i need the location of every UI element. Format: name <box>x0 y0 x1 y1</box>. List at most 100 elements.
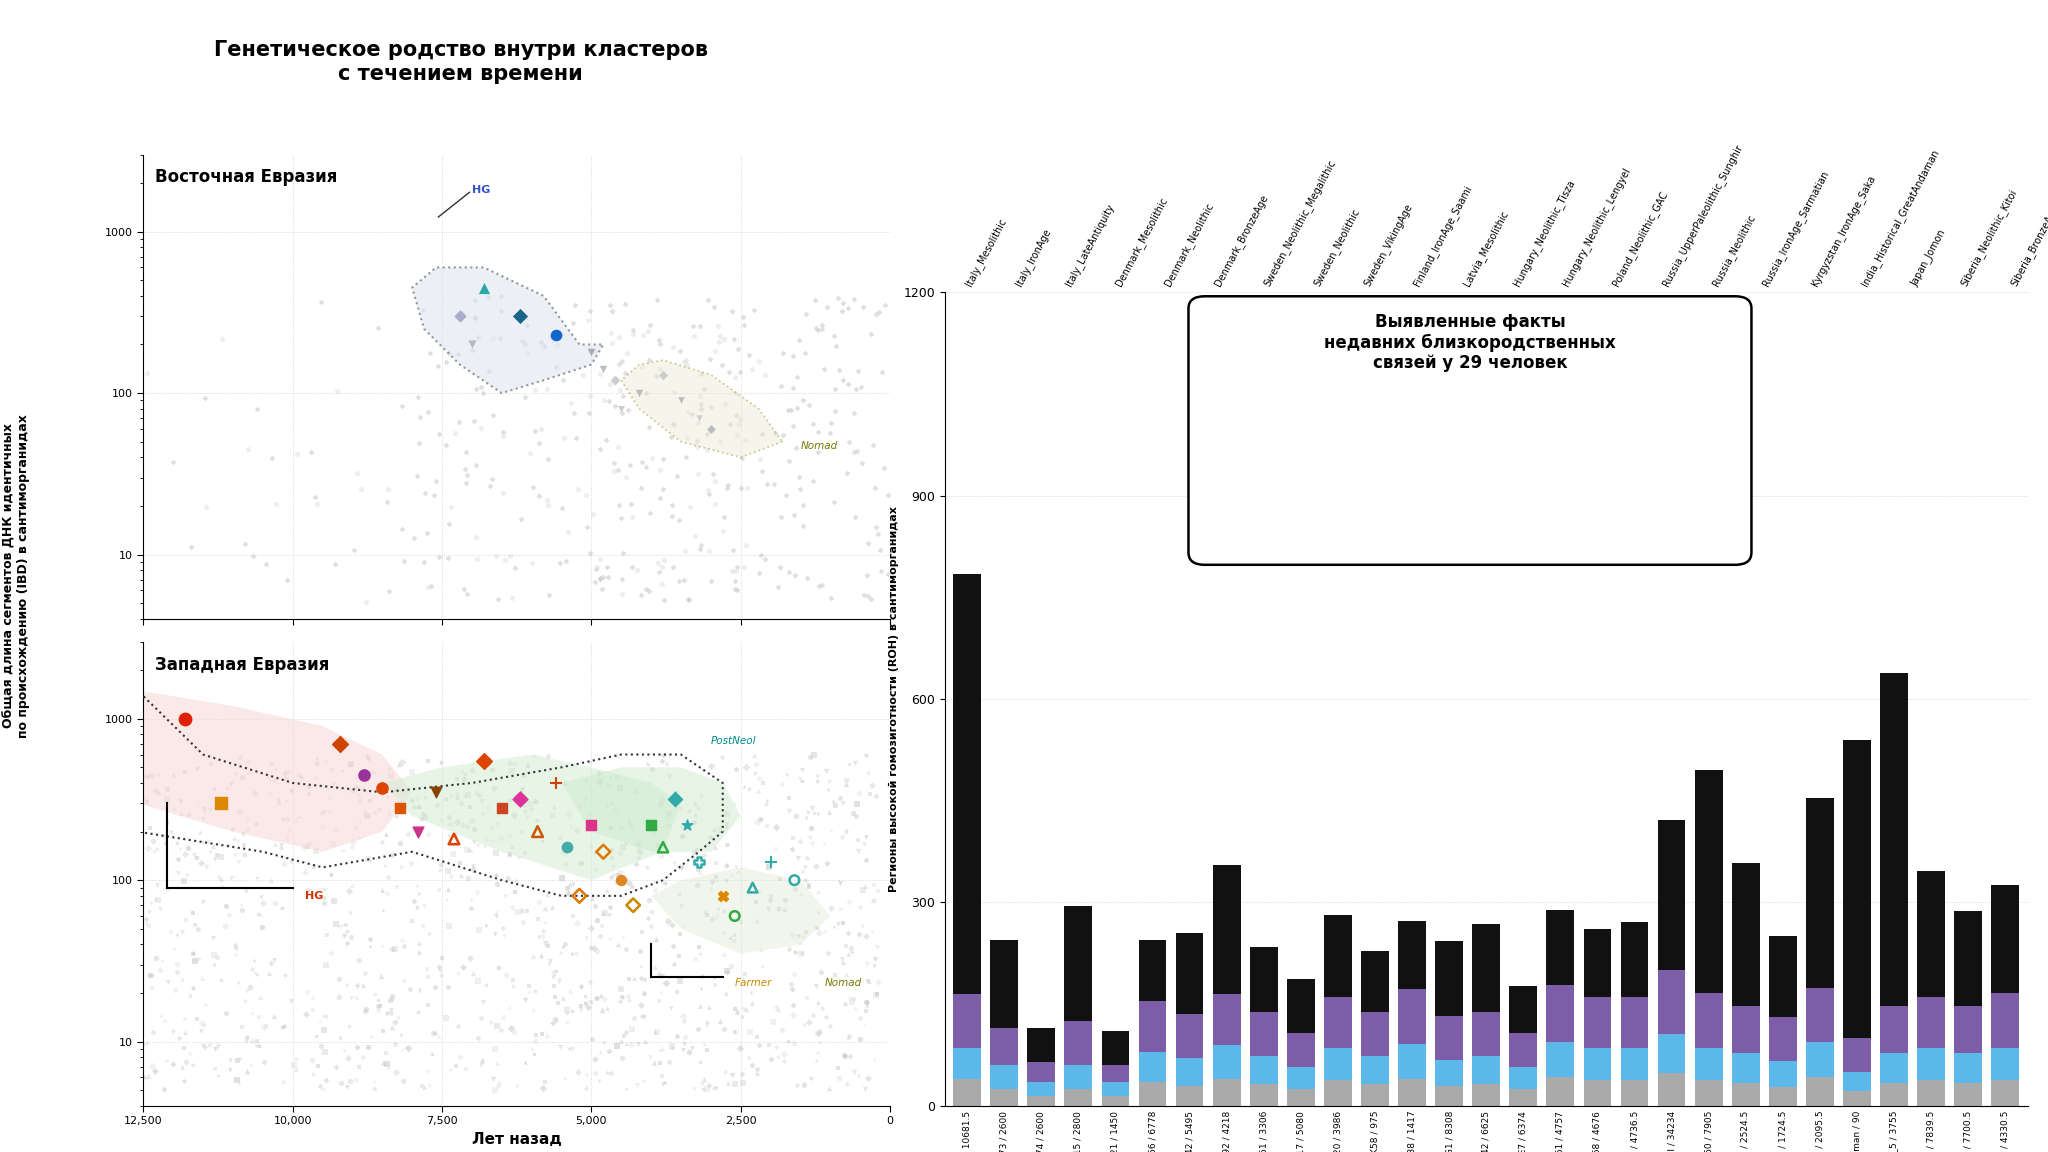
Point <box>455 842 487 861</box>
Point <box>465 1051 498 1069</box>
Point <box>590 999 623 1017</box>
Point <box>723 363 756 381</box>
Point <box>662 947 694 965</box>
Point <box>850 926 883 945</box>
Point <box>594 768 627 787</box>
Point <box>352 1038 385 1056</box>
Point <box>717 1023 750 1041</box>
Point <box>399 790 432 809</box>
Point <box>594 376 627 394</box>
Point <box>754 890 786 909</box>
Point <box>508 797 541 816</box>
Point <box>690 425 723 444</box>
Point <box>569 930 602 948</box>
Point <box>188 803 221 821</box>
Point <box>727 1074 760 1092</box>
Point <box>229 846 262 864</box>
Point <box>700 1078 733 1097</box>
Point <box>711 964 743 983</box>
Bar <box>1473 924 1499 1011</box>
Point <box>625 996 657 1015</box>
Point <box>141 840 174 858</box>
Point <box>186 810 219 828</box>
Point <box>481 1017 514 1036</box>
Point <box>324 916 356 934</box>
Point <box>610 468 643 486</box>
Point <box>825 827 858 846</box>
Point <box>481 590 514 608</box>
Point <box>385 1025 418 1044</box>
Point <box>838 990 870 1008</box>
Point <box>367 901 399 919</box>
Point <box>440 813 473 832</box>
Point <box>494 753 526 772</box>
Point <box>696 465 729 484</box>
Point <box>545 325 578 343</box>
Point <box>614 878 647 896</box>
Point <box>270 829 303 848</box>
Point <box>344 479 377 498</box>
Point <box>639 367 672 386</box>
Point <box>690 905 723 924</box>
Point <box>473 477 506 495</box>
Point <box>446 761 479 780</box>
Point <box>727 1000 760 1018</box>
Point <box>289 863 322 881</box>
Point <box>645 984 678 1002</box>
Point <box>467 279 500 297</box>
Point <box>684 945 717 963</box>
Point <box>240 869 272 887</box>
Point <box>231 1062 264 1081</box>
Point <box>508 802 541 820</box>
Point <box>135 1056 168 1075</box>
Point <box>156 453 188 471</box>
Point <box>858 1051 891 1069</box>
Point <box>483 1073 516 1091</box>
Point <box>721 425 754 444</box>
Point <box>340 767 373 786</box>
Point <box>379 1062 412 1081</box>
Bar <box>1436 1016 1462 1060</box>
Point <box>721 340 754 358</box>
Point <box>205 871 238 889</box>
Point <box>274 781 307 799</box>
Bar <box>1620 1081 1649 1106</box>
Point <box>449 770 481 788</box>
Bar <box>1102 1096 1128 1106</box>
Point <box>313 789 346 808</box>
Point <box>651 911 684 930</box>
Bar <box>1769 1017 1796 1061</box>
Point <box>844 378 877 396</box>
Point <box>774 401 807 419</box>
Point <box>332 976 365 994</box>
Point <box>709 395 741 414</box>
Point <box>440 770 473 788</box>
Bar <box>1620 1047 1649 1081</box>
Point <box>670 448 702 467</box>
Point <box>872 564 905 583</box>
Point <box>221 831 254 849</box>
Text: Hungary_Neolithic_Tisza: Hungary_Neolithic_Tisza <box>1511 177 1577 288</box>
Point <box>846 881 879 900</box>
Point <box>602 328 635 347</box>
Point <box>305 1037 338 1055</box>
Point <box>162 833 195 851</box>
Point <box>616 507 649 525</box>
Point <box>780 399 813 417</box>
Point <box>647 450 680 469</box>
Point <box>641 1022 674 1040</box>
Point <box>838 289 870 308</box>
Point <box>573 919 606 938</box>
Point <box>539 963 571 982</box>
Point <box>266 899 299 917</box>
Point <box>164 840 197 858</box>
Point <box>246 917 279 935</box>
Point <box>223 803 256 821</box>
Point <box>156 923 188 941</box>
Point <box>129 1068 162 1086</box>
Point <box>516 1001 549 1020</box>
Point <box>692 541 725 560</box>
Point <box>717 932 750 950</box>
Point <box>768 426 801 445</box>
Point <box>698 839 731 857</box>
